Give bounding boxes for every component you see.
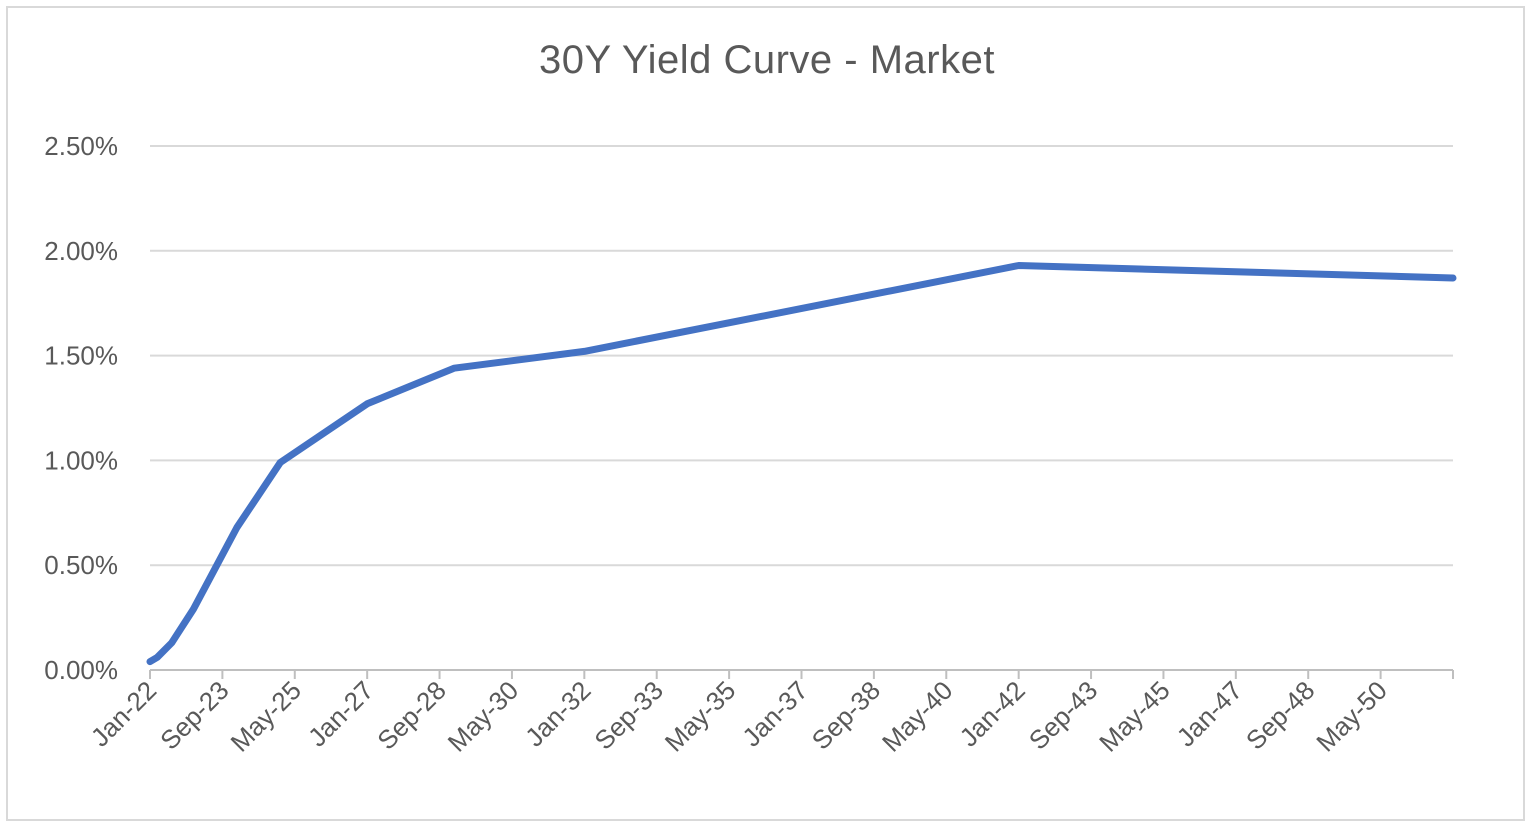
x-tick-label: Jan-42: [953, 675, 1030, 752]
x-tick-label: Sep-23: [154, 675, 234, 755]
chart-frame: [6, 6, 1525, 821]
x-tick-label: Sep-48: [1240, 675, 1320, 755]
x-tick-label: Jan-22: [85, 675, 162, 752]
gridlines: [150, 145, 1453, 567]
x-tick-label: May-25: [224, 675, 307, 758]
x-tick-label: Jan-37: [736, 675, 813, 752]
x-tick-label: Sep-28: [371, 675, 451, 755]
x-tick-label: May-50: [1310, 675, 1393, 758]
x-axis-tick-labels: Jan-22Sep-23May-25Jan-27Sep-28May-30Jan-…: [85, 675, 1393, 758]
y-axis-tick-labels: 0.00% 0.50% 1.00% 1.50% 2.00% 2.50%: [44, 131, 118, 685]
x-tick-label: Jan-27: [302, 675, 379, 752]
x-tick-label: May-35: [659, 675, 742, 758]
x-tick-label: May-40: [876, 675, 959, 758]
x-tick-label: Sep-43: [1023, 675, 1103, 755]
x-tick-label: Sep-38: [806, 675, 886, 755]
x-tick-label: May-45: [1093, 675, 1176, 758]
y-tick-label: 0.50%: [44, 550, 118, 580]
x-tick-label: Sep-33: [588, 675, 668, 755]
x-tick-label: May-30: [442, 675, 525, 758]
y-tick-label: 1.00%: [44, 445, 118, 475]
series-group: [146, 262, 1457, 666]
y-tick-label: 0.00%: [44, 655, 118, 685]
y-tick-label: 2.50%: [44, 131, 118, 161]
x-tick-label: Jan-47: [1171, 675, 1248, 752]
x-tick-label: Jan-32: [519, 675, 596, 752]
y-tick-label: 1.50%: [44, 341, 118, 371]
series-line: [146, 262, 1457, 666]
y-tick-label: 2.00%: [44, 236, 118, 266]
x-axis: [149, 669, 1454, 679]
chart-title: 30Y Yield Curve - Market: [539, 38, 995, 82]
